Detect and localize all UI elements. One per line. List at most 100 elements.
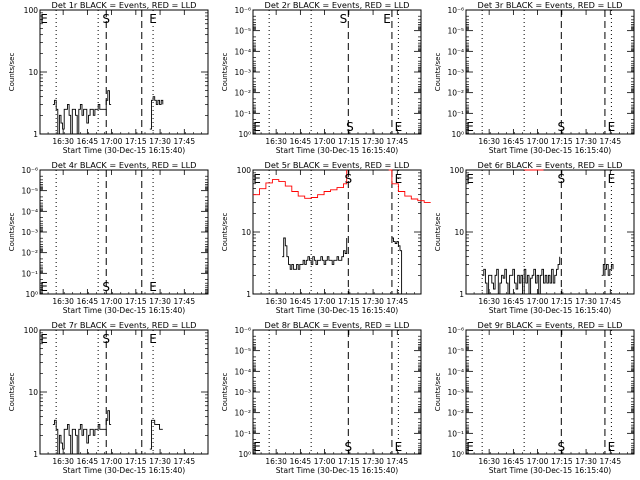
- interval-marker-label: S: [557, 120, 565, 134]
- x-tick-label: 16:30: [478, 297, 500, 306]
- x-tick-label: 17:45: [173, 297, 195, 306]
- interval-marker-label: E: [395, 120, 403, 134]
- x-tick-label: 17:45: [173, 457, 195, 466]
- panel-title: Det 9r BLACK = Events, RED = LLD: [478, 320, 623, 330]
- y-tick-label: 10: [241, 228, 251, 237]
- interval-marker-label: E: [608, 172, 616, 186]
- x-tick-label: 16:45: [77, 457, 99, 466]
- y-axis-label: Counts/sec: [8, 213, 16, 252]
- x-axis-label: Start Time (30-Dec-15 16:15:40): [276, 466, 398, 475]
- x-tick-label: 16:30: [52, 137, 74, 146]
- x-tick-label: 17:30: [362, 297, 384, 306]
- x-tick-label: 17:30: [149, 297, 171, 306]
- x-tick-label: 16:45: [290, 297, 312, 306]
- x-tick-label: 16:45: [503, 137, 525, 146]
- y-tick-label: 10⁻⁴: [447, 47, 464, 56]
- interval-marker-label: E: [395, 172, 403, 186]
- detector-panel: Det 9r BLACK = Events, RED = LLD 10⁰ 10⁻¹ 1…: [434, 320, 635, 475]
- x-tick-label: 17:45: [386, 137, 408, 146]
- x-tick-label: 17:15: [125, 297, 147, 306]
- x-tick-label: 17:45: [599, 137, 621, 146]
- y-tick-label: 10⁻³: [21, 228, 38, 237]
- x-tick-label: 17:00: [314, 137, 336, 146]
- y-tick-label: 10⁻²: [234, 409, 251, 418]
- events-series-line: [52, 410, 112, 455]
- interval-marker-label: E: [149, 280, 157, 294]
- interval-marker-label: S: [344, 172, 352, 186]
- panel-title: Det 8r BLACK = Events, RED = LLD: [265, 320, 410, 330]
- panel-title: Det 1r BLACK = Events, RED = LLD: [52, 0, 197, 10]
- y-tick-label: 10⁻⁶: [234, 6, 251, 15]
- y-tick-label: 1: [459, 290, 464, 299]
- x-tick-label: 16:45: [290, 137, 312, 146]
- y-tick-label: 100: [24, 6, 39, 15]
- x-tick-label: 16:30: [265, 457, 287, 466]
- interval-marker-label: S: [344, 440, 352, 454]
- y-tick-label: 10⁻⁶: [21, 166, 38, 175]
- events-series-line: [149, 96, 164, 130]
- interval-marker-label: E: [40, 280, 48, 294]
- y-axis-label: Counts/sec: [8, 373, 16, 412]
- x-tick-label: 17:45: [173, 137, 195, 146]
- panel-title: Det 5r BLACK = Events, RED = LLD: [265, 160, 410, 170]
- interval-marker-label: E: [40, 332, 48, 346]
- x-tick-label: 17:00: [101, 457, 123, 466]
- detector-panel: Det 3r BLACK = Events, RED = LLD 10⁰ 10⁻¹ 1…: [434, 0, 635, 155]
- x-tick-label: 16:30: [52, 297, 74, 306]
- x-tick-label: 17:45: [386, 457, 408, 466]
- x-axis-label: Start Time (30-Dec-15 16:15:40): [276, 306, 398, 315]
- x-tick-label: 16:45: [77, 137, 99, 146]
- x-tick-label: 17:45: [599, 457, 621, 466]
- interval-marker-label: E: [149, 332, 157, 346]
- y-tick-label: 10⁰: [451, 450, 464, 459]
- y-tick-label: 1: [33, 130, 38, 139]
- x-tick-label: 16:30: [265, 297, 287, 306]
- y-tick-label: 10⁰: [451, 130, 464, 139]
- x-tick-label: 17:00: [101, 297, 123, 306]
- y-tick-label: 10⁻¹: [21, 269, 38, 278]
- interval-marker-label: E: [395, 440, 403, 454]
- y-tick-label: 10⁰: [25, 290, 38, 299]
- y-tick-label: 10⁰: [238, 130, 251, 139]
- interval-marker-label: S: [340, 12, 348, 26]
- x-tick-label: 17:00: [314, 297, 336, 306]
- plot-frame: [39, 9, 209, 135]
- plot-frame: [465, 9, 635, 135]
- plot-frame: [465, 329, 635, 455]
- y-tick-label: 10⁻³: [447, 68, 464, 77]
- y-tick-label: 10⁻²: [234, 89, 251, 98]
- events-series-line: [149, 419, 163, 450]
- x-tick-label: 17:15: [125, 137, 147, 146]
- panel-title: Det 3r BLACK = Events, RED = LLD: [478, 0, 623, 10]
- interval-marker-label: E: [253, 440, 261, 454]
- x-tick-label: 16:30: [265, 137, 287, 146]
- y-axis-label: Counts/sec: [8, 53, 16, 92]
- x-tick-label: 17:15: [551, 137, 573, 146]
- x-axis-label: Start Time (30-Dec-15 16:15:40): [489, 306, 611, 315]
- events-series-line: [391, 237, 405, 295]
- y-axis-label: Counts/sec: [434, 213, 442, 252]
- x-tick-label: 16:30: [478, 457, 500, 466]
- interval-marker-label: E: [253, 172, 261, 186]
- x-tick-label: 17:15: [338, 137, 360, 146]
- y-tick-label: 10: [454, 228, 464, 237]
- panel-title: Det 2r BLACK = Events, RED = LLD: [265, 0, 410, 10]
- interval-marker-label: E: [608, 120, 616, 134]
- x-axis-label: Start Time (30-Dec-15 16:15:40): [63, 146, 185, 155]
- x-axis-label: Start Time (30-Dec-15 16:15:40): [276, 146, 398, 155]
- y-tick-label: 10⁻²: [447, 409, 464, 418]
- x-tick-label: 17:30: [575, 137, 597, 146]
- y-tick-label: 10⁻⁴: [447, 367, 464, 376]
- plot-frame: [39, 329, 209, 455]
- detector-panel: Det 2r BLACK = Events, RED = LLD 10⁰ 10⁻¹ 1…: [221, 0, 422, 155]
- panel-title: Det 4r BLACK = Events, RED = LLD: [52, 160, 197, 170]
- x-tick-label: 17:15: [551, 297, 573, 306]
- x-tick-label: 17:15: [551, 457, 573, 466]
- x-tick-label: 16:45: [503, 457, 525, 466]
- interval-marker-label: E: [466, 440, 474, 454]
- x-tick-label: 17:30: [149, 457, 171, 466]
- x-tick-label: 17:00: [527, 297, 549, 306]
- interval-marker-label: S: [102, 12, 110, 26]
- lld-series-line: [388, 169, 431, 203]
- y-tick-label: 10⁻²: [447, 89, 464, 98]
